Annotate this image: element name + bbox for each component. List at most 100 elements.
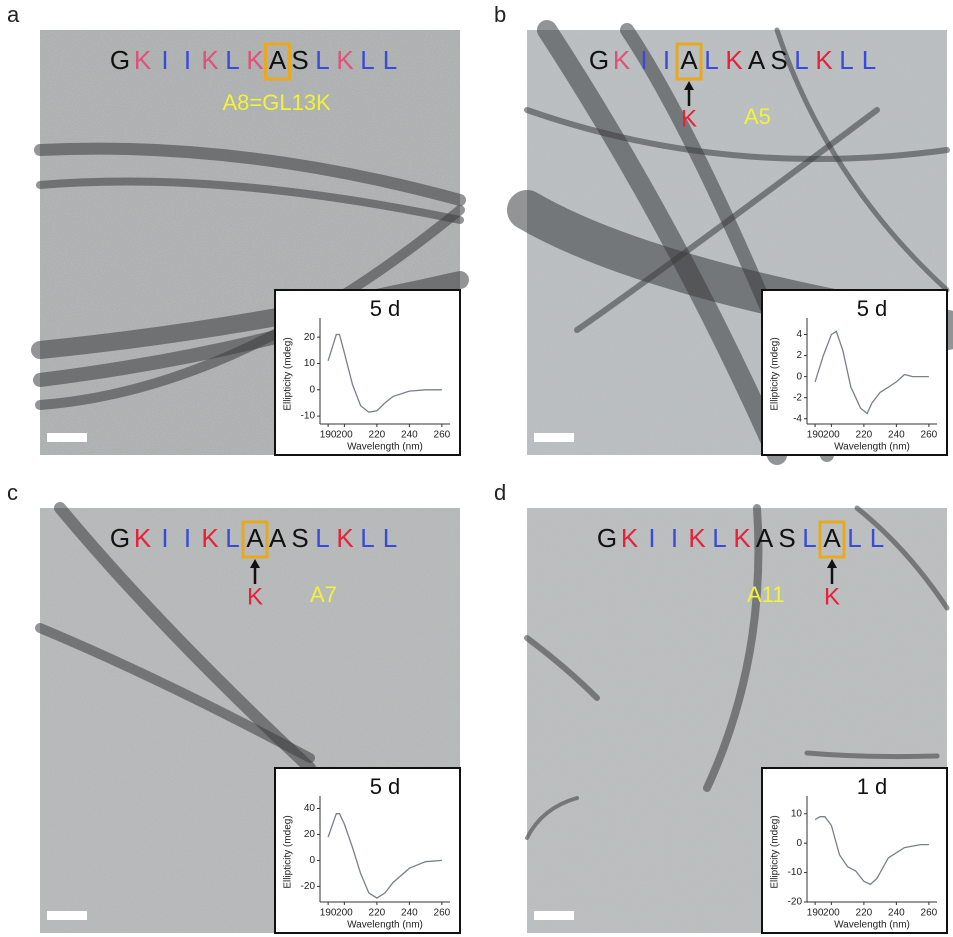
residue: I [161, 523, 168, 553]
residue: L [839, 45, 853, 75]
mutation-label: K [824, 583, 840, 610]
residue: I [640, 45, 647, 75]
y-tick-label: 0 [309, 384, 315, 395]
variant-label: A8=GL13K [223, 90, 332, 115]
residue: I [184, 45, 191, 75]
fiber [537, 20, 787, 465]
x-tick-label: 260 [921, 430, 938, 441]
residue: A [246, 523, 264, 553]
residue: K [613, 45, 631, 75]
residue: K [688, 523, 706, 553]
inset-box [761, 289, 948, 456]
x-axis-label: Wavelength (nm) [347, 920, 423, 931]
residue: L [802, 523, 816, 553]
y-tick-label: -4 [793, 413, 802, 424]
fiber [35, 205, 465, 410]
residue: G [110, 45, 130, 75]
residue: K [336, 523, 354, 553]
y-tick-label: -20 [788, 897, 803, 908]
scale-bar [47, 911, 87, 920]
residue: L [383, 45, 397, 75]
y-tick-label: -10 [301, 411, 316, 422]
x-tick-label: 240 [888, 430, 905, 441]
arrow-head [827, 559, 837, 568]
x-tick-label: 190 [807, 430, 824, 441]
residue: I [671, 523, 678, 553]
arrow-head [684, 81, 694, 90]
panel-label: c [7, 480, 18, 505]
y-axis-label: Ellipticity (mdeg) [770, 815, 781, 888]
residue: I [648, 523, 655, 553]
x-tick-label: 240 [888, 908, 905, 919]
residue: L [862, 45, 876, 75]
x-tick-label: 200 [823, 430, 840, 441]
y-tick-label: 10 [791, 808, 803, 819]
variant-label: A7 [310, 582, 337, 607]
x-tick-label: 200 [823, 908, 840, 919]
fiber [35, 623, 315, 763]
cd-curve [814, 330, 929, 415]
residue: K [134, 45, 152, 75]
highlight-box [264, 42, 291, 81]
residue: A [823, 523, 841, 553]
x-tick-label: 200 [336, 908, 353, 919]
x-tick-label: 200 [336, 430, 353, 441]
arrow-head [250, 559, 260, 568]
panel-label: d [494, 480, 506, 505]
x-tick-label: 190 [807, 908, 824, 919]
residue: I [161, 45, 168, 75]
x-tick-label: 220 [369, 908, 386, 919]
y-axis-label: Ellipticity (mdeg) [283, 337, 294, 410]
y-tick-label: 0 [309, 855, 315, 866]
x-tick-label: 260 [434, 908, 451, 919]
x-tick-label: 190 [320, 908, 337, 919]
fiber [703, 504, 763, 792]
residue: K [134, 523, 152, 553]
residue: L [315, 523, 329, 553]
x-tick-label: 260 [434, 430, 451, 441]
fiber [854, 505, 950, 611]
residue: S [778, 523, 795, 553]
scale-bar [534, 433, 574, 442]
scale-bar [534, 911, 574, 920]
residue: A [680, 45, 698, 75]
y-tick-label: -20 [301, 881, 316, 892]
panel-label: a [7, 2, 20, 27]
residue: K [336, 45, 354, 75]
panel-label: b [494, 2, 506, 27]
inset-box [274, 289, 461, 456]
x-axis-label: Wavelength (nm) [834, 442, 910, 453]
fiber [525, 796, 579, 840]
residue: I [663, 45, 670, 75]
residue: L [360, 523, 374, 553]
fiber [774, 27, 950, 293]
cd-curve [327, 813, 442, 899]
x-tick-label: 190 [320, 430, 337, 441]
residue: K [201, 523, 219, 553]
scale-bar [47, 433, 87, 442]
residue: L [225, 45, 239, 75]
fiber [54, 502, 316, 774]
fiber [36, 177, 464, 224]
mutation-label: K [681, 105, 697, 132]
residue: G [110, 523, 130, 553]
y-tick-label: 10 [304, 358, 316, 369]
residue: G [597, 523, 617, 553]
residue: K [246, 45, 264, 75]
residue: L [383, 523, 397, 553]
variant-label: A5 [744, 104, 771, 129]
y-axis-label: Ellipticity (mdeg) [283, 815, 294, 888]
x-tick-label: 220 [856, 908, 873, 919]
residue: K [621, 523, 639, 553]
residue: K [815, 45, 833, 75]
y-tick-label: 0 [796, 371, 802, 382]
residue: L [870, 523, 884, 553]
inset-box [761, 767, 948, 934]
residue: A [756, 523, 774, 553]
cd-curve [327, 333, 442, 413]
residue: A [269, 45, 287, 75]
